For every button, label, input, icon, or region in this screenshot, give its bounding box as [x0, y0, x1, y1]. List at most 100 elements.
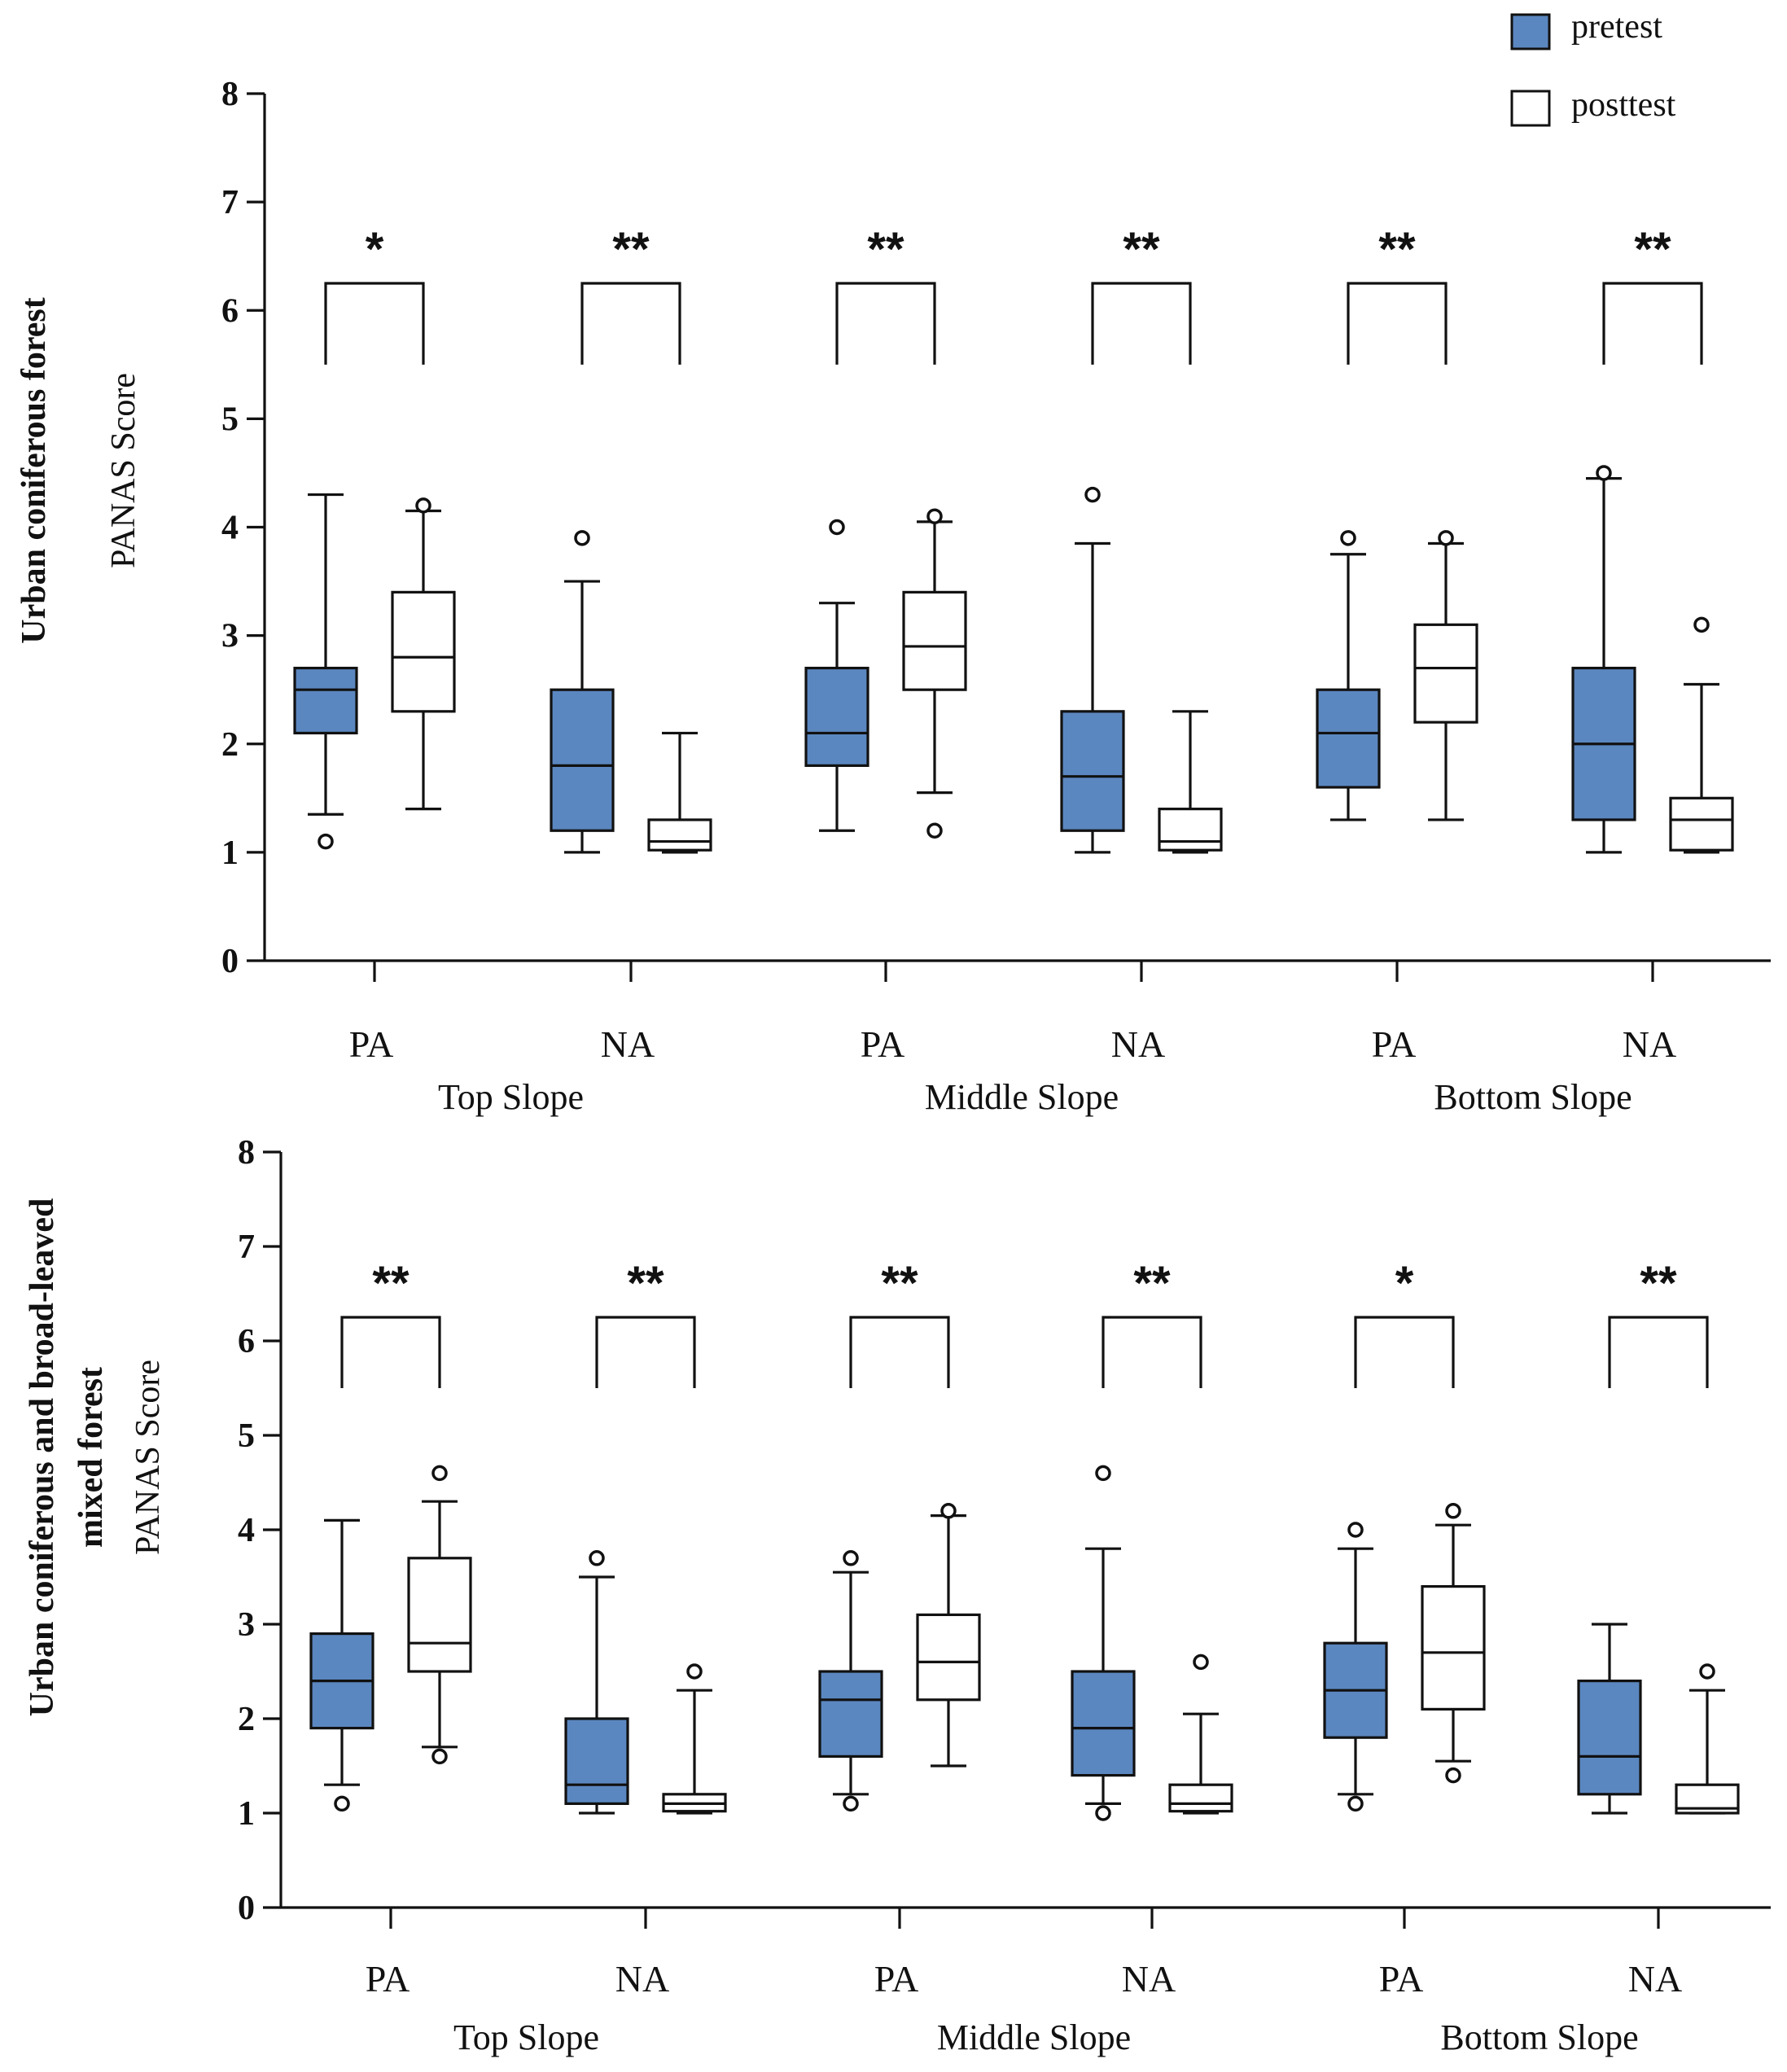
posttest-outlier — [1699, 1663, 1715, 1680]
x-tick-label: NA — [1628, 1958, 1682, 2000]
pretest-outlier — [1347, 1795, 1364, 1812]
posttest-box — [1158, 808, 1223, 852]
x-tick-label: PA — [349, 1023, 394, 1065]
significance-label: ** — [612, 223, 650, 276]
posttest-outlier — [1693, 616, 1710, 633]
posttest-box — [407, 1557, 472, 1673]
significance-bracket — [1602, 282, 1703, 365]
pretest-outlier — [1095, 1805, 1111, 1821]
pretest-box — [1316, 688, 1381, 789]
legend-swatch-posttest — [1510, 90, 1551, 127]
significance-label: ** — [867, 223, 904, 276]
significance-bracket — [324, 282, 425, 365]
significance-label: ** — [881, 1257, 918, 1310]
significance-label: ** — [1634, 223, 1671, 276]
significance-bracket — [835, 282, 936, 365]
y-tick-label: 7 — [221, 184, 239, 221]
y-axis-label: Urban coniferous forest — [15, 297, 53, 643]
x-tick-label: PA — [1379, 1958, 1424, 2000]
x-tick-label: PA — [861, 1023, 905, 1065]
pretest-outlier — [1084, 486, 1101, 503]
y-axis-label: PANAS Score — [129, 1360, 167, 1555]
pretest-outlier — [829, 519, 845, 536]
pretest-outlier — [574, 530, 590, 546]
posttest-outlier — [1193, 1654, 1209, 1671]
significance-label: * — [366, 223, 384, 276]
posttest-box — [1168, 1783, 1233, 1813]
pretest-outlier — [843, 1795, 859, 1812]
y-axis-label: mixed forest — [72, 1367, 110, 1548]
significance-label: ** — [1640, 1257, 1677, 1310]
group-label: Bottom Slope — [1440, 2017, 1638, 2057]
significance-label: * — [1395, 1257, 1414, 1310]
posttest-box — [1413, 623, 1478, 724]
pretest-box — [804, 666, 869, 767]
legend: pretest posttest — [1510, 8, 1676, 127]
legend-label-pretest: pretest — [1571, 8, 1662, 46]
significance-bracket — [849, 1316, 950, 1388]
y-tick-label: 2 — [221, 726, 239, 764]
y-axis-label: Urban coniferous and broad-leaved — [24, 1198, 61, 1717]
pretest-box — [550, 688, 615, 832]
pretest-box — [1060, 710, 1125, 832]
pretest-box — [1071, 1670, 1136, 1777]
significance-bracket — [1102, 1316, 1202, 1388]
significance-label: ** — [1378, 223, 1416, 276]
posttest-outlier — [926, 508, 943, 524]
legend-swatch-pretest — [1510, 13, 1551, 50]
y-tick-label: 1 — [238, 1795, 255, 1833]
x-tick-label: PA — [1372, 1023, 1417, 1065]
y-tick-label: 6 — [221, 292, 239, 330]
group-label: Top Slope — [438, 1077, 584, 1117]
significance-bracket — [1608, 1316, 1709, 1388]
pretest-outlier — [1340, 530, 1356, 546]
y-tick-label: 4 — [238, 1512, 255, 1549]
legend-label-posttest: posttest — [1571, 86, 1676, 124]
y-tick-label: 0 — [238, 1890, 255, 1927]
posttest-outlier — [1438, 530, 1454, 546]
x-tick-label: NA — [601, 1023, 655, 1065]
group-label: Bottom Slope — [1434, 1077, 1632, 1117]
group-label: Middle Slope — [925, 1077, 1119, 1117]
pretest-outlier — [843, 1550, 859, 1566]
pretest-outlier — [589, 1550, 605, 1566]
posttest-box — [916, 1613, 981, 1702]
posttest-box — [902, 590, 967, 691]
x-tick-label: NA — [615, 1958, 669, 2000]
pretest-box — [1577, 1680, 1642, 1796]
pretest-outlier — [318, 833, 334, 850]
x-tick-label: NA — [1623, 1023, 1676, 1065]
y-tick-label: 2 — [238, 1701, 255, 1738]
y-tick-label: 4 — [221, 510, 239, 547]
significance-bracket — [1091, 282, 1192, 365]
x-tick-label: PA — [874, 1958, 919, 2000]
y-tick-label: 8 — [221, 76, 239, 113]
posttest-box — [647, 818, 712, 852]
posttest-outlier — [415, 497, 431, 514]
y-tick-label: 6 — [238, 1323, 255, 1360]
pretest-box — [564, 1717, 629, 1806]
posttest-outlier — [926, 822, 943, 839]
significance-bracket — [580, 282, 681, 365]
posttest-outlier — [431, 1748, 448, 1765]
panel-urban-mixed-forest: 0 1 2 3 4 5 6 7 8 Urban coniferous and broad-leav… — [24, 1134, 1771, 2057]
posttest-box — [1669, 796, 1734, 852]
y-axis-label: PANAS Score — [105, 373, 142, 568]
x-tick-label: PA — [366, 1958, 410, 2000]
pretest-box — [818, 1670, 883, 1759]
y-tick-label: 3 — [221, 618, 239, 655]
significance-label: ** — [1133, 1257, 1171, 1310]
panel-urban-coniferous-forest: 0 1 2 3 4 5 6 7 8 Urban coniferous forest PANAS Sc… — [15, 76, 1771, 1117]
group-label: Middle Slope — [937, 2017, 1131, 2057]
y-tick-label: 5 — [221, 401, 239, 438]
pretest-outlier — [1095, 1465, 1111, 1482]
significance-bracket — [1347, 282, 1448, 365]
y-tick-label: 0 — [221, 943, 239, 980]
significance-bracket — [1354, 1316, 1455, 1388]
posttest-outlier — [940, 1503, 957, 1519]
posttest-box — [391, 590, 456, 713]
posttest-box — [1421, 1584, 1486, 1711]
y-tick-label: 5 — [238, 1417, 255, 1455]
posttest-outlier — [431, 1465, 448, 1482]
